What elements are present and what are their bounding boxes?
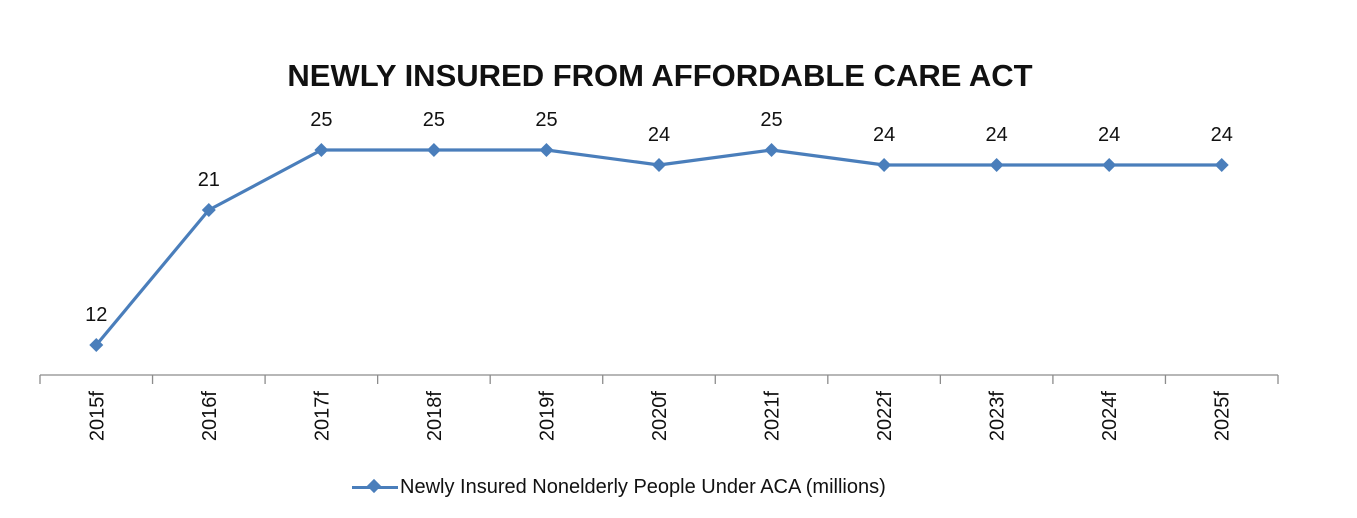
series-line — [95, 148, 1222, 347]
x-tick-label: 2017f — [311, 391, 333, 441]
x-tick-label: 2022f — [874, 391, 896, 441]
x-tick-label: 2024f — [1099, 391, 1121, 441]
data-point-marker — [989, 158, 1004, 172]
data-point-marker — [764, 143, 779, 157]
x-tick-label: 2015f — [86, 391, 108, 441]
data-label: 24 — [648, 124, 670, 146]
x-tick-label: 2021f — [762, 391, 784, 441]
data-point-marker — [877, 158, 892, 172]
data-label: 25 — [310, 109, 332, 131]
x-tick-label: 2023f — [987, 391, 1009, 441]
x-tick-label: 2019f — [536, 391, 558, 441]
legend-label: Newly Insured Nonelderly People Under AC… — [400, 475, 886, 498]
data-point-marker — [1214, 158, 1229, 172]
data-label: 25 — [535, 109, 557, 131]
x-tick-label: 2018f — [424, 391, 446, 441]
x-tick-label: 2016f — [199, 391, 221, 441]
data-point-marker — [89, 338, 104, 352]
data-point-marker — [652, 158, 666, 172]
chart-title: NEWLY INSURED FROM AFFORDABLE CARE ACT — [287, 58, 1033, 93]
data-point-marker — [314, 143, 329, 157]
data-point-marker — [539, 143, 554, 157]
data-label: 25 — [423, 109, 445, 131]
legend: Newly Insured Nonelderly People Under AC… — [352, 474, 886, 500]
x-axis — [39, 374, 1279, 384]
data-label: 24 — [986, 124, 1008, 146]
data-point-marker — [201, 203, 216, 217]
data-point-marker — [426, 143, 441, 157]
data-label: 24 — [1211, 124, 1233, 146]
data-label: 25 — [760, 109, 782, 131]
data-label: 12 — [85, 304, 107, 326]
data-label: 21 — [198, 169, 220, 191]
data-label-group: 12 21 25 25 25 24 25 24 24 24 24 — [85, 109, 1233, 326]
x-tick-label: 2020f — [649, 391, 671, 441]
data-point-marker — [1102, 158, 1117, 172]
x-tick-label: 2025f — [1212, 391, 1234, 441]
data-label: 24 — [1098, 124, 1120, 146]
series-line-group — [95, 148, 1222, 347]
marker-group — [89, 143, 1229, 352]
x-tick-label-group: 2015f 2016f 2017f 2018f 2019f 2020f 2021f 2022f… — [86, 391, 1233, 441]
legend-swatch-icon — [352, 477, 398, 497]
data-label: 24 — [873, 124, 895, 146]
